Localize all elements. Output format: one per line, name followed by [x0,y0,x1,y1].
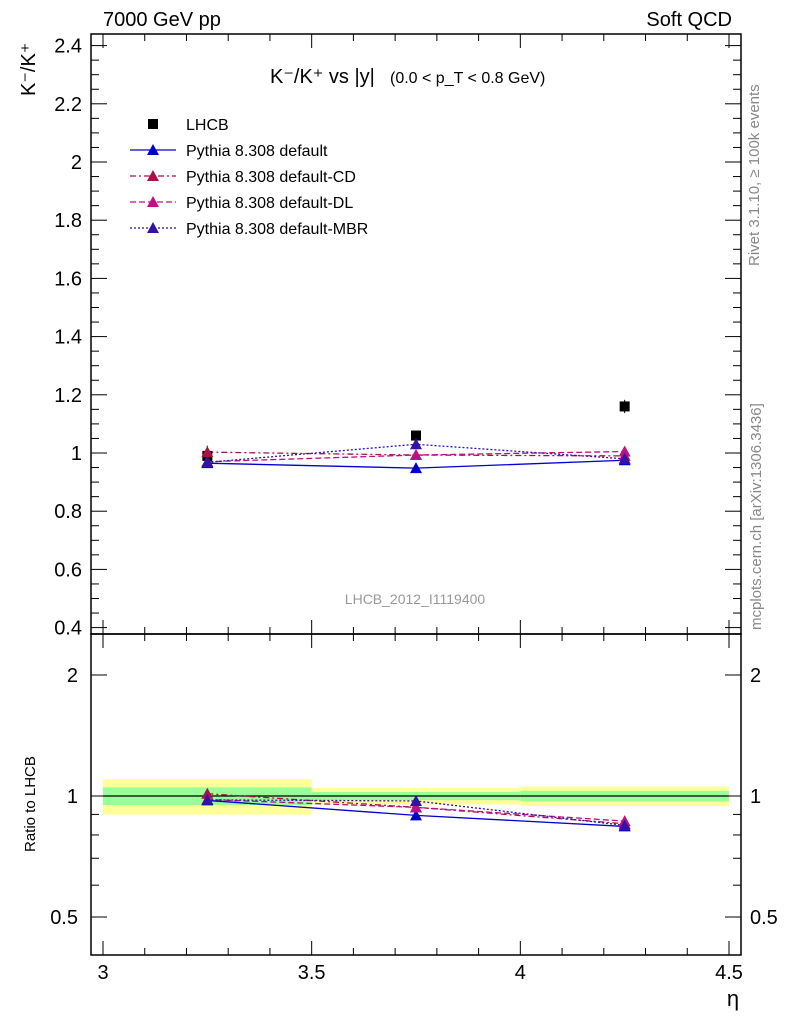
main-y-tick-label: 0.4 [54,618,82,640]
main-y-axis-label: K⁻/K⁺ [18,42,40,96]
header-right: Soft QCD [646,9,732,31]
series-marker-2 [410,449,422,461]
mcplots-reference-label: mcplots.cern.ch [arXiv:1306.3436] [748,403,765,630]
main-y-tick-label: 0.6 [54,559,82,581]
rivet-version-label: Rivet 3.1.10, ≥ 100k events [746,84,763,266]
ratio-series-marker-0 [410,809,422,821]
x-tick-label: 4 [515,962,526,984]
ratio-series-marker-3 [618,819,631,831]
main-y-tick-label: 0.8 [54,501,82,523]
legend-marker-0 [147,144,159,155]
main-y-tick-label: 2.4 [54,36,82,58]
ratio-panel-frame [90,633,742,956]
main-y-tick-label: 2 [71,152,82,174]
header-left: 7000 GeV pp [103,9,221,31]
x-axis-title: η [727,986,739,1011]
legend-label-1: Pythia 8.308 default-CD [186,169,356,186]
data-point [619,401,630,412]
series-marker-3 [410,438,422,450]
ratio-y-tick-label: 1 [67,786,78,808]
ratio-y-tick-label-right: 1 [750,786,761,808]
legend-marker-data [148,119,158,129]
ratio-y-axis-label: Ratio to LHCB [22,756,39,852]
ratio-series-marker-1 [201,787,214,799]
x-tick-label: 3 [97,962,108,984]
ratio-series-marker-3 [410,794,422,806]
legend-label-2: Pythia 8.308 default-DL [186,195,353,212]
main-y-tick-label: 1.4 [54,327,82,349]
chart-title: K⁻/K⁺ vs |y| [270,66,375,88]
series-marker-2 [618,445,631,457]
analysis-label: LHCB_2012_I1119400 [345,591,486,607]
ratio-y-tick-label-right: 2 [750,665,761,687]
legend-label-0: Pythia 8.308 default [186,143,328,160]
ratio-y-tick-label: 0.5 [50,907,78,929]
legend-label-3: Pythia 8.308 default-MBR [186,221,368,238]
chart-title-cut: (0.0 < p_T < 0.8 GeV) [390,70,545,87]
ratio-y-tick-label: 2 [67,665,78,687]
ratio-y-tick-label-right: 0.5 [750,907,778,929]
x-tick-label: 3.5 [298,962,326,984]
legend-label-data: LHCB [186,117,229,134]
ratio-series-marker-2 [410,801,422,813]
main-y-tick-label: 1.2 [54,385,82,407]
x-tick-label: 4.5 [715,962,743,984]
data-point [411,430,421,441]
main-y-tick-label: 2.2 [54,94,82,116]
series-marker-0 [410,462,422,474]
series-marker-3 [618,452,631,464]
main-y-tick-label: 1.8 [54,210,82,232]
series-marker-1 [201,446,214,458]
ratio-series-marker-3 [201,793,214,805]
legend-marker-1 [147,170,159,181]
legend-marker-3 [147,222,159,233]
series-marker-3 [201,456,214,468]
main-y-tick-label: 1.6 [54,268,82,290]
legend-marker-2 [147,196,159,207]
main-y-tick-label: 1 [71,443,82,465]
